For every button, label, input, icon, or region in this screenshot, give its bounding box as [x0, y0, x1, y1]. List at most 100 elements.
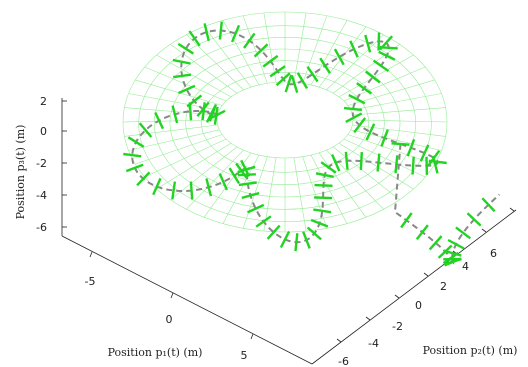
frame-axis: [269, 65, 286, 78]
x-tick-neg5: -5: [85, 275, 96, 288]
frame-axis: [279, 230, 291, 249]
frame-axis: [296, 72, 309, 90]
frame-axis: [235, 162, 248, 179]
mesh-line: [352, 124, 446, 137]
frame-axis: [266, 224, 281, 240]
z-ticks: [62, 100, 67, 228]
torus-mesh-lines: [122, 12, 448, 232]
mesh-line: [222, 20, 260, 86]
frame-axis: [201, 102, 206, 121]
frame-axis: [173, 73, 192, 79]
y-tick-labels: -6 -4 -2 0 2 4 6: [338, 247, 497, 367]
frame-axis: [406, 138, 416, 157]
z-tick-neg2: -2: [36, 157, 47, 170]
frame-axis: [302, 231, 311, 249]
frame-axis: [230, 24, 241, 43]
frame-axis: [443, 249, 462, 257]
mesh-line: [144, 138, 227, 178]
frame-axis: [238, 181, 257, 187]
mesh-line: [222, 154, 260, 224]
frame-axis: [353, 117, 367, 134]
y-tick-neg2: -2: [392, 320, 403, 333]
trajectory: [123, 21, 501, 267]
mesh-ring: [169, 48, 401, 198]
frame-axis: [125, 163, 144, 173]
frame-axis: [419, 144, 430, 162]
z-tick-labels: 2 0 -2 -4 -6: [36, 95, 47, 234]
z-tick-neg4: -4: [36, 189, 47, 202]
frame-axis: [253, 43, 269, 58]
x-axis-line: [61, 235, 313, 365]
torus-inner: [216, 81, 354, 159]
frame-axis: [177, 42, 195, 55]
mesh-line: [203, 26, 252, 88]
mesh-line: [338, 54, 414, 98]
mesh-ring: [138, 25, 432, 222]
frame-axis: [372, 59, 390, 72]
x-tick-labels: -5 0 5: [85, 275, 248, 362]
frame-axis: [218, 173, 228, 191]
frame-axis: [349, 40, 359, 58]
x-axis-label: Position p₁(t) (m): [108, 346, 203, 359]
mesh-line: [352, 107, 446, 116]
frame-axis: [344, 151, 349, 170]
mesh-line: [124, 124, 218, 137]
frame-axis: [310, 218, 329, 228]
frame-axis: [400, 212, 413, 229]
frame-axis: [431, 155, 439, 174]
frame-axis: [306, 66, 319, 83]
mesh-line: [170, 43, 238, 94]
frame-axis: [380, 129, 389, 147]
y-axis-line: [311, 209, 517, 365]
frame-axis: [343, 106, 363, 112]
frame-axis: [138, 122, 153, 138]
frame-axis: [314, 183, 333, 187]
frame-axis: [331, 154, 341, 172]
frame-axis: [466, 212, 482, 227]
frame-axis: [348, 94, 366, 105]
mesh-line: [186, 34, 244, 91]
frame-axis: [447, 238, 465, 250]
frame-axis: [243, 32, 256, 49]
z-tick-0: 0: [40, 125, 47, 138]
mesh-ring: [201, 72, 369, 173]
y-tick-6: 6: [490, 247, 497, 260]
frame-axis: [315, 172, 334, 178]
x-tick-5: 5: [241, 349, 248, 362]
frame-axis: [171, 105, 179, 124]
frame-axis: [246, 203, 265, 214]
torus-mesh: [122, 11, 448, 233]
frame-axis: [378, 50, 396, 61]
mesh-ring: [154, 37, 416, 210]
frame-axis: [365, 123, 376, 141]
mesh-line: [350, 93, 442, 111]
mesh-line: [135, 134, 223, 165]
frame-axis: [203, 23, 210, 42]
x-tick-0: 0: [166, 313, 173, 326]
frame-axis: [319, 57, 332, 74]
frame-axis: [320, 161, 337, 174]
frame-axis: [364, 70, 381, 84]
frame-axis: [136, 171, 151, 187]
frame-axis: [314, 196, 333, 200]
mesh-line: [347, 134, 435, 165]
frame-axis: [294, 233, 299, 252]
z-axis-label: Position p₃(t) (m): [14, 125, 27, 220]
mesh-line: [124, 107, 218, 116]
y-tick-4: 4: [462, 260, 469, 273]
frame-axis: [213, 106, 219, 125]
mesh-line: [293, 157, 307, 232]
mesh-line: [263, 12, 277, 83]
frame-axis: [313, 208, 332, 214]
y-tick-neg6: -6: [338, 355, 349, 367]
frame-axis: [205, 105, 217, 123]
mesh-line: [332, 43, 400, 94]
z-tick-neg6: -6: [36, 221, 47, 234]
mesh-line: [318, 26, 367, 88]
frame-axis: [356, 82, 373, 95]
mesh-line: [242, 15, 268, 84]
frame-axis: [255, 215, 272, 228]
frame-axis: [218, 21, 223, 40]
frame-axis: [228, 167, 241, 185]
